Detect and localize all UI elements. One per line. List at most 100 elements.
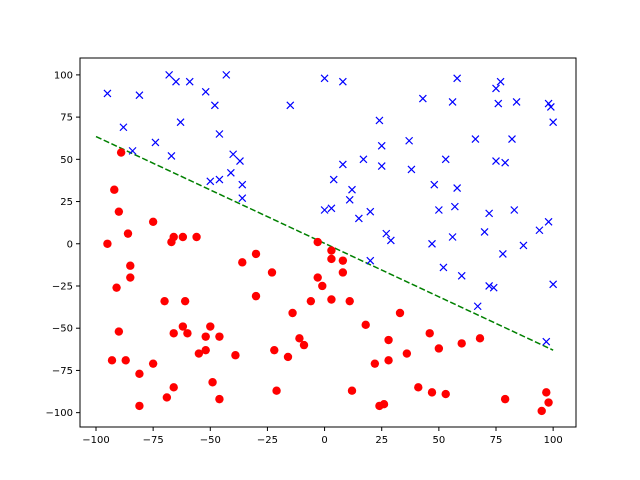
data-point-x-marker: [450, 202, 459, 211]
data-point-circle-marker: [251, 291, 261, 301]
data-point-x-marker: [549, 280, 558, 289]
series-1: [103, 148, 553, 416]
data-point-circle-marker: [162, 393, 172, 402]
data-point-x-marker: [348, 185, 356, 194]
data-point-x-marker: [549, 118, 558, 127]
data-point-x-marker: [542, 337, 551, 346]
data-point-circle-marker: [338, 256, 348, 265]
y-tick-label: 75: [60, 113, 73, 124]
data-point-circle-marker: [500, 394, 510, 404]
data-point-x-marker: [501, 158, 510, 167]
data-point-circle-marker: [178, 232, 188, 242]
data-point-circle-marker: [414, 383, 423, 392]
data-point-circle-marker: [114, 327, 124, 336]
data-point-circle-marker: [306, 296, 316, 306]
data-point-circle-marker: [318, 281, 327, 291]
data-point-x-marker: [135, 91, 144, 100]
data-point-x-marker: [434, 206, 443, 214]
data-point-x-marker: [226, 168, 235, 177]
data-point-circle-marker: [112, 283, 121, 292]
data-point-circle-marker: [345, 296, 354, 306]
x-tick-label: 0: [321, 435, 327, 446]
data-point-circle-marker: [313, 237, 322, 247]
data-point-x-marker: [222, 70, 231, 79]
data-point-x-marker: [519, 241, 528, 250]
data-point-x-marker: [210, 101, 219, 110]
data-point-x-marker: [453, 74, 462, 83]
data-point-x-marker: [206, 177, 215, 186]
data-point-circle-marker: [135, 401, 144, 411]
data-point-x-marker: [329, 175, 338, 184]
data-point-x-marker: [366, 256, 375, 265]
data-point-circle-marker: [206, 322, 215, 331]
data-point-circle-marker: [148, 217, 158, 227]
data-point-x-marker: [359, 155, 368, 164]
data-point-x-marker: [407, 165, 416, 174]
y-tick-label: −25: [52, 281, 73, 292]
series-layer: [103, 70, 558, 416]
data-point-x-marker: [453, 184, 462, 192]
data-point-x-marker: [320, 206, 329, 214]
data-point-x-marker: [366, 207, 375, 216]
data-point-x-marker: [236, 157, 244, 165]
data-point-x-marker: [480, 228, 489, 236]
data-point-x-marker: [119, 123, 128, 132]
data-point-circle-marker: [434, 344, 444, 353]
x-axis: −100 −75 −50 −25 0 25 50 75 100: [82, 427, 563, 446]
data-point-circle-marker: [327, 295, 336, 304]
data-point-x-marker: [544, 99, 553, 108]
data-point-circle-marker: [160, 296, 169, 306]
data-point-x-marker: [418, 94, 427, 103]
data-point-circle-marker: [215, 394, 224, 404]
data-point-x-marker: [430, 180, 439, 189]
data-point-circle-marker: [169, 232, 178, 242]
data-point-x-marker: [103, 89, 112, 98]
data-point-circle-marker: [272, 386, 281, 395]
y-tick-label: 25: [60, 197, 73, 208]
data-point-circle-marker: [201, 345, 210, 355]
data-point-circle-marker: [267, 268, 277, 277]
data-point-circle-marker: [180, 296, 190, 306]
data-point-x-marker: [375, 116, 384, 125]
data-point-circle-marker: [313, 273, 322, 282]
data-point-x-marker: [382, 229, 391, 238]
data-point-circle-marker: [427, 388, 437, 397]
data-point-x-marker: [485, 209, 494, 218]
data-point-circle-marker: [192, 232, 201, 242]
data-point-circle-marker: [110, 185, 119, 194]
data-point-circle-marker: [402, 349, 412, 358]
plot-area: [80, 58, 576, 427]
data-point-circle-marker: [126, 273, 135, 282]
data-point-x-marker: [508, 135, 516, 143]
data-point-circle-marker: [544, 398, 553, 407]
data-point-x-marker: [172, 77, 180, 86]
data-point-circle-marker: [441, 389, 450, 399]
data-point-x-marker: [167, 152, 176, 160]
data-point-x-marker: [510, 206, 519, 214]
data-point-circle-marker: [379, 400, 389, 409]
y-tick-label: −75: [52, 366, 73, 377]
data-point-x-marker: [320, 74, 329, 83]
data-point-x-marker: [215, 175, 224, 184]
data-point-x-marker: [473, 302, 482, 311]
data-point-x-marker: [492, 84, 500, 93]
data-point-circle-marker: [135, 369, 144, 379]
data-point-circle-marker: [123, 229, 133, 238]
y-tick-label: 50: [60, 155, 73, 166]
data-point-circle-marker: [126, 261, 135, 270]
y-tick-label: 100: [54, 70, 73, 81]
x-tick-label: −50: [200, 435, 221, 446]
data-point-x-marker: [448, 97, 457, 106]
data-point-circle-marker: [361, 320, 370, 330]
x-tick-label: 100: [544, 435, 563, 446]
data-point-x-marker: [512, 97, 521, 106]
data-point-circle-marker: [201, 332, 210, 341]
axes-frame: [79, 57, 577, 428]
data-point-x-marker: [286, 101, 295, 110]
data-point-circle-marker: [183, 329, 192, 338]
data-point-circle-marker: [121, 356, 130, 365]
data-point-x-marker: [546, 103, 555, 111]
data-point-x-marker: [176, 118, 185, 127]
data-point-circle-marker: [384, 356, 393, 365]
